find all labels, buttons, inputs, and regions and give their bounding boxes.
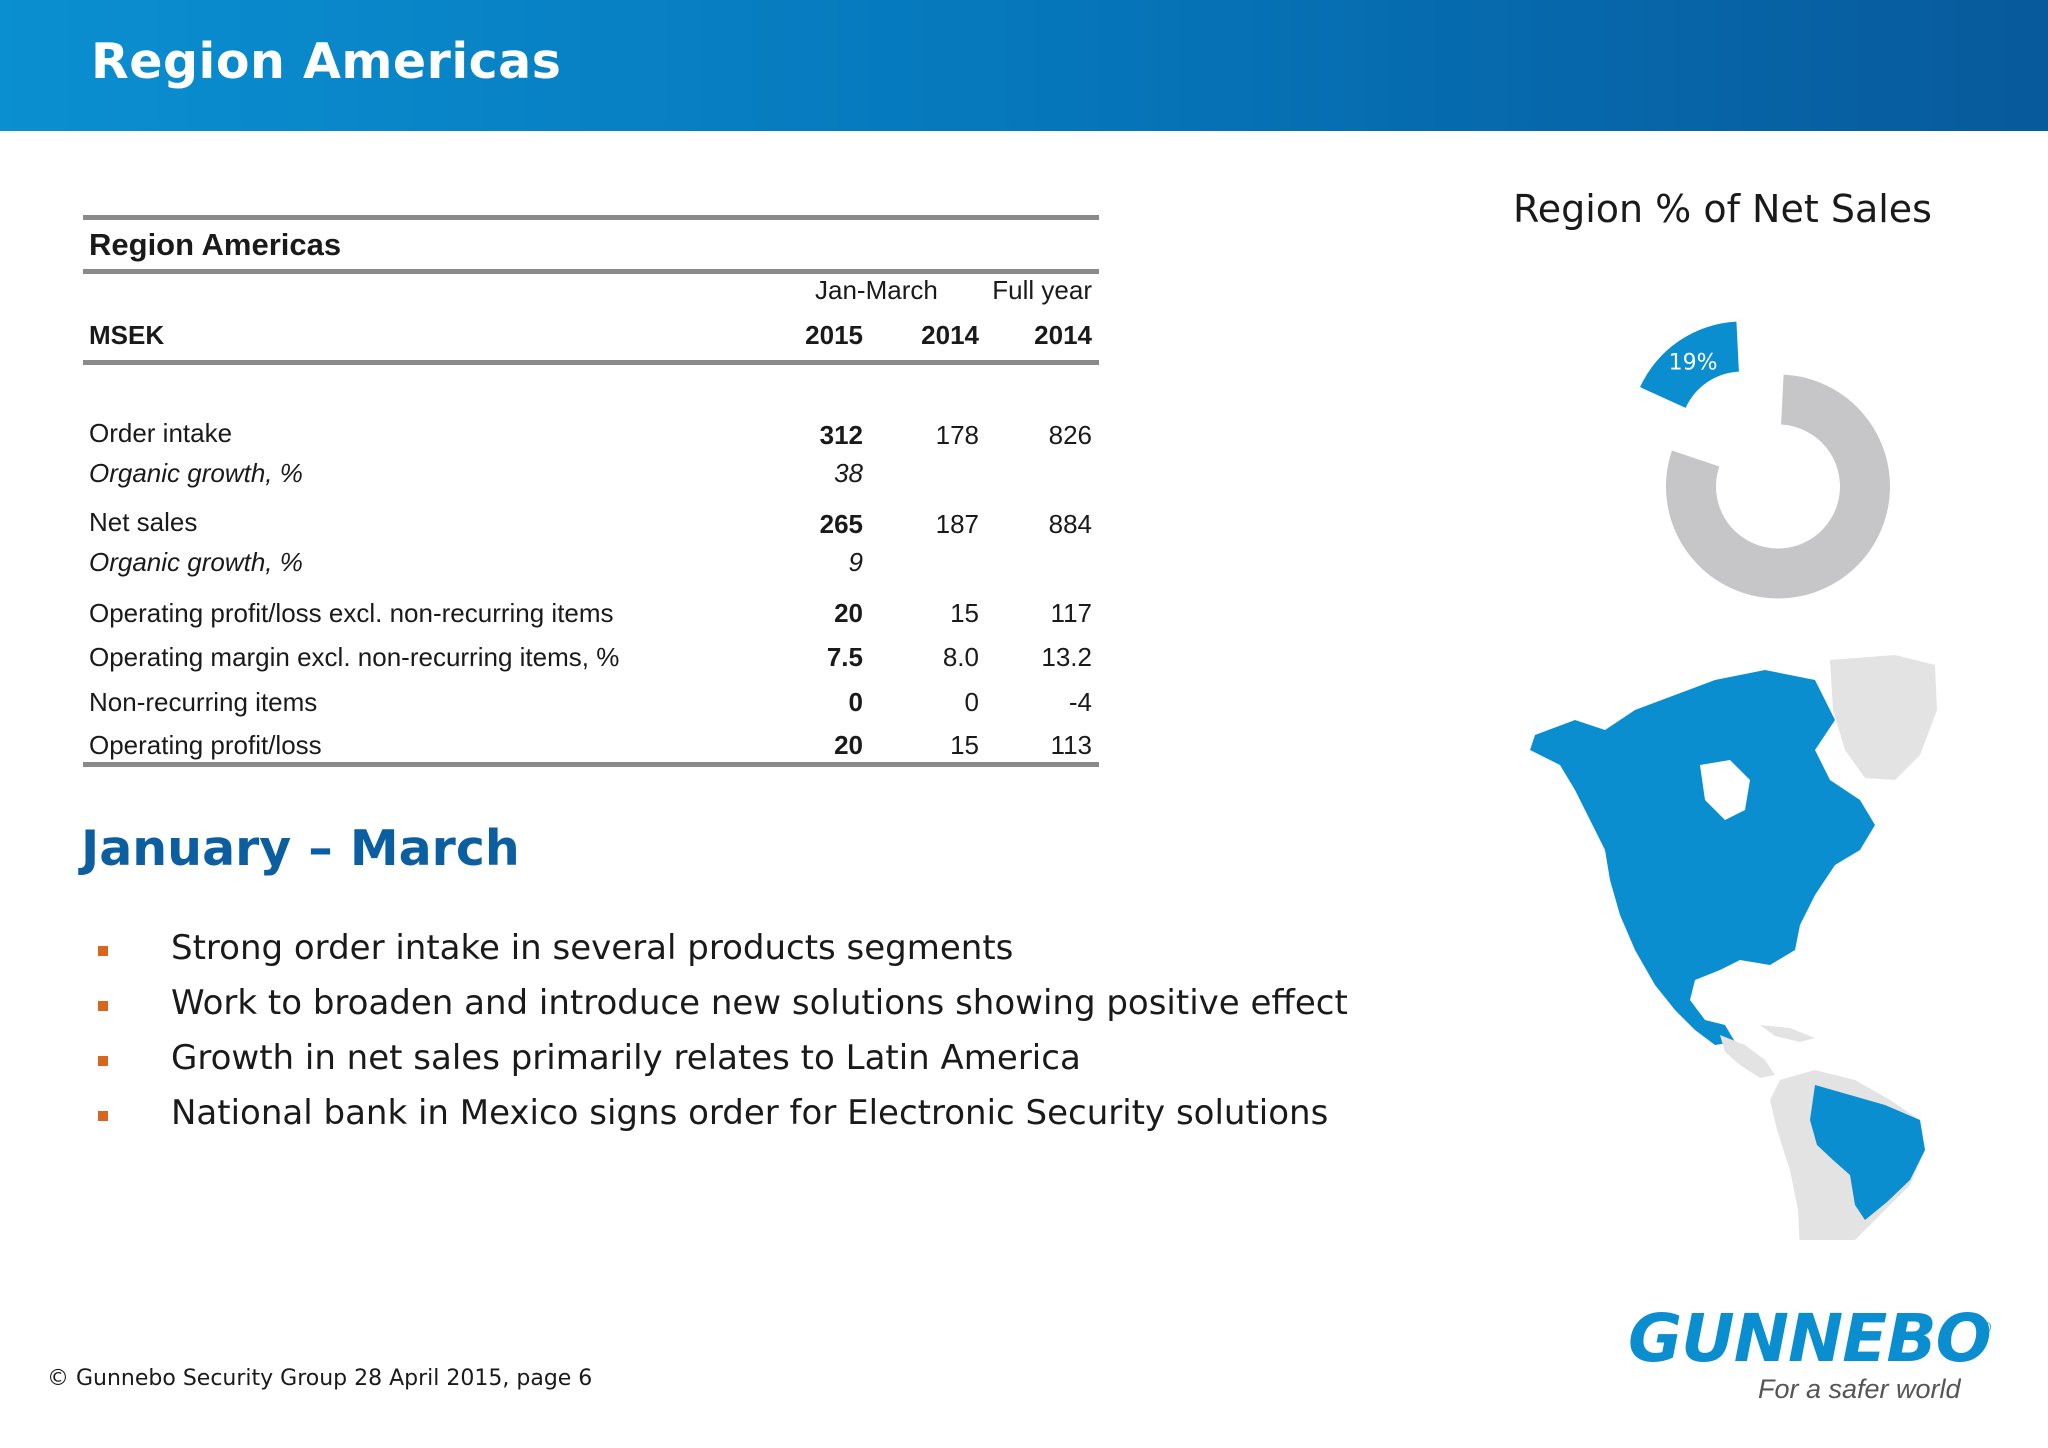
map-north-america: [1530, 670, 1875, 1045]
bullet-square-icon: [98, 946, 108, 956]
row-value: 0: [964, 687, 979, 717]
row-value: 8.0: [942, 642, 979, 672]
row-value: 187: [935, 509, 979, 539]
col-header-fy2014: 2014: [1034, 320, 1092, 350]
table-rule-top: [83, 215, 1099, 220]
col-header-2014: 2014: [921, 320, 979, 350]
row-value: 113: [1050, 730, 1092, 760]
map-brazil: [1810, 1085, 1925, 1220]
donut-slice-other: [1665, 374, 1890, 599]
map-caribbean: [1760, 1025, 1815, 1042]
registered-mark: ®: [1979, 1320, 1993, 1336]
row-value: 9: [848, 547, 863, 577]
group-header-full-year: Full year: [992, 275, 1092, 305]
row-value: 7.5: [826, 642, 863, 672]
page-title: Region Americas: [91, 33, 562, 90]
slice-label: 19%: [1669, 351, 1718, 376]
row-value: 15: [950, 598, 979, 628]
row-value: 38: [834, 458, 863, 488]
row-value: 884: [1048, 509, 1092, 539]
table-title: Region Americas: [89, 227, 342, 262]
row-label-operating-profit: Operating profit/loss: [89, 730, 322, 760]
row-value: 265: [819, 509, 863, 539]
table-rule-bottom: [83, 762, 1099, 767]
bullet-square-icon: [98, 1001, 108, 1011]
row-value: 826: [1048, 420, 1092, 450]
map-hudson-bay: [1700, 760, 1750, 820]
logo-wordmark: GUNNEBO: [1628, 1300, 1992, 1377]
row-value: 312: [819, 420, 863, 450]
footer-copyright: © Gunnebo Security Group 28 April 2015, …: [47, 1366, 593, 1391]
row-value: 117: [1050, 598, 1092, 628]
row-value: 15: [950, 730, 979, 760]
gunnebo-logo: GUNNEBO ® For a safer world: [1628, 1300, 1998, 1410]
row-label-organic-growth: Organic growth, %: [89, 547, 303, 577]
map-central-america: [1720, 1035, 1775, 1078]
row-label-net-sales: Net sales: [89, 507, 198, 537]
row-value: 20: [834, 730, 863, 760]
americas-map: [1530, 655, 1937, 1240]
header-bar: Region Americas: [0, 0, 2048, 131]
col-header-2015: 2015: [805, 320, 863, 350]
bullet-square-icon: [98, 1056, 108, 1066]
unit-label: MSEK: [89, 320, 165, 350]
row-value: 20: [834, 598, 863, 628]
chart-title: Region % of Net Sales: [1513, 187, 1932, 231]
row-label-order-intake: Order intake: [89, 418, 233, 448]
bullet-text: Strong order intake in several products …: [171, 928, 1014, 968]
row-label-operating-profit-excl: Operating profit/loss excl. non-recurrin…: [89, 598, 614, 628]
net-sales-donut-chart: 19%: [1640, 321, 1890, 599]
bullet-text: Growth in net sales primarily relates to…: [171, 1038, 1081, 1078]
row-value: 178: [935, 420, 979, 450]
table-rule-columns: [83, 360, 1099, 365]
bullet-square-icon: [98, 1111, 108, 1121]
bullet-text: Work to broaden and introduce new soluti…: [171, 983, 1348, 1023]
bullet-text: National bank in Mexico signs order for …: [171, 1093, 1329, 1133]
donut-slice-americas: [1640, 321, 1739, 408]
row-value: 0: [848, 687, 863, 717]
map-greenland: [1830, 655, 1937, 780]
row-value: -4: [1068, 687, 1092, 717]
row-value: 13.2: [1041, 642, 1092, 672]
section-title: January – March: [81, 820, 520, 877]
logo-tagline: For a safer world: [1758, 1374, 1961, 1404]
row-label-organic-growth: Organic growth, %: [89, 458, 303, 488]
group-header-jan-march: Jan-March: [815, 275, 938, 305]
row-label-non-recurring: Non-recurring items: [89, 687, 318, 717]
row-label-operating-margin: Operating margin excl. non-recurring ite…: [89, 642, 620, 672]
table-rule-header: [83, 269, 1099, 274]
